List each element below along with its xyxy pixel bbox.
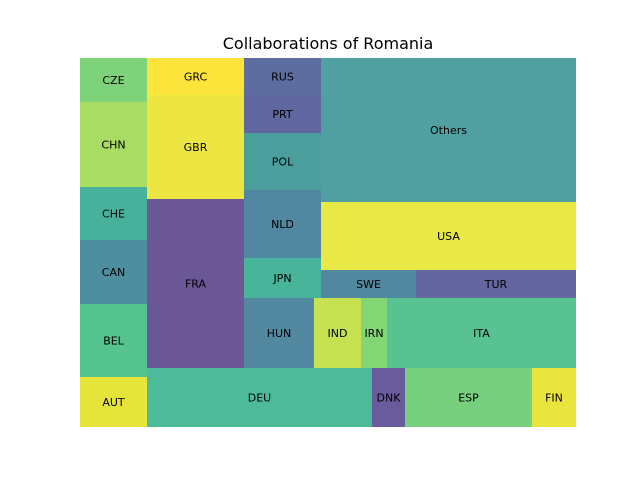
treemap-cell-aut [80,377,147,427]
treemap-cell-fra [147,199,244,368]
treemap-label-che: CHE [102,208,125,221]
treemap-cells: CZE CHN CHE CAN BEL AUT GRC GBR FRA RUS PRT POL NLD J… [80,58,576,427]
treemap-cell-prt [244,95,321,133]
treemap-cell-deu [147,368,372,427]
treemap-cell-can [80,240,147,304]
treemap-cell-pol [244,133,321,190]
treemap-cell-tur [416,270,576,298]
treemap-cell-hun [244,298,314,368]
treemap-cell-swe [321,270,416,298]
treemap-cell-fin [532,368,576,427]
treemap-cell-bel [80,304,147,377]
treemap-cell-ind [314,298,361,368]
treemap-label-bel: BEL [103,335,124,348]
treemap-label-hun: HUN [267,327,292,340]
treemap-cell-gbr [147,95,244,199]
treemap-cell-grc [147,58,244,95]
treemap-cell-chn [80,102,147,187]
treemap-cell-dnk [372,368,405,427]
treemap-cell-che [80,187,147,240]
treemap-cell-others [321,58,576,202]
treemap-cell-usa [321,202,576,270]
treemap-label-tur: TUR [484,278,508,291]
treemap-label-dnk: DNK [377,392,402,405]
treemap-cell-rus [244,58,321,95]
treemap-label-rus: RUS [271,71,294,84]
treemap-label-jpn: JPN [272,272,291,285]
treemap-label-nld: NLD [271,218,294,231]
treemap-cell-jpn [244,258,321,298]
treemap-label-cze: CZE [102,74,124,87]
treemap-label-pol: POL [272,156,294,169]
treemap-label-can: CAN [102,266,125,279]
treemap-label-gbr: GBR [184,141,208,154]
treemap-label-deu: DEU [248,392,271,405]
treemap-label-chn: CHN [101,139,125,152]
treemap-label-ind: IND [328,327,348,340]
treemap-cell-cze [80,58,147,102]
treemap-label-prt: PRT [272,108,292,121]
treemap-cell-esp [405,368,532,427]
treemap-label-aut: AUT [102,396,125,409]
treemap-label-grc: GRC [184,71,208,84]
treemap-cell-irn [361,298,387,368]
treemap-label-irn: IRN [364,327,383,340]
treemap-cell-ita [387,298,576,368]
treemap-label-swe: SWE [356,278,381,291]
treemap-label-fra: FRA [185,278,207,291]
treemap-label-fin: FIN [545,392,563,405]
treemap-cell-nld [244,190,321,258]
treemap-label-usa: USA [437,230,460,243]
treemap-label-esp: ESP [458,392,479,405]
treemap-label-others: Others [430,124,467,137]
treemap-label-ita: ITA [473,327,490,340]
chart-title: Collaborations of Romania [223,34,434,53]
